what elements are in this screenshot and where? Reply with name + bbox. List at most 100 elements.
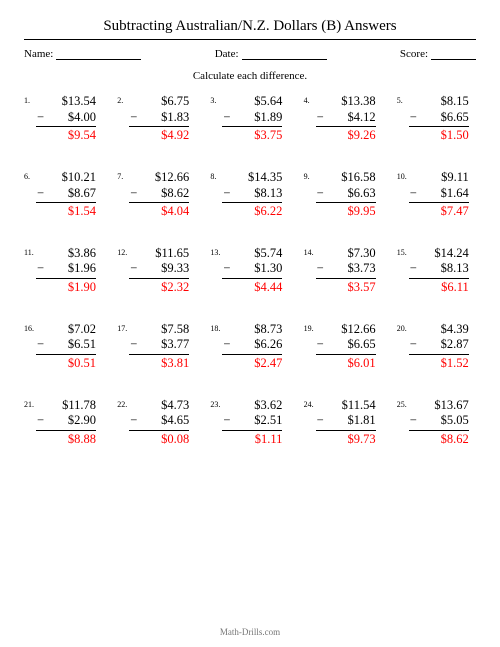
subtrahend: $6.51 [68, 337, 96, 353]
minuend: $14.35 [222, 170, 282, 186]
problem-body: $16.58−$6.63$9.95 [316, 170, 376, 220]
minuend: $13.67 [409, 398, 469, 414]
answer: $2.32 [129, 278, 189, 296]
subtrahend-row: −$1.89 [222, 110, 282, 126]
minus-sign: − [316, 337, 324, 353]
answer: $1.90 [36, 278, 96, 296]
subtrahend: $1.96 [68, 261, 96, 277]
subtrahend: $1.30 [254, 261, 282, 277]
minus-sign: − [409, 261, 417, 277]
minuend: $7.58 [129, 322, 189, 338]
minus-sign: − [316, 186, 324, 202]
answer: $3.75 [222, 126, 282, 144]
answer: $6.11 [409, 278, 469, 296]
minus-sign: − [316, 110, 324, 126]
answer: $1.11 [222, 430, 282, 448]
problem-number: 17. [117, 322, 129, 333]
subtrahend: $4.00 [68, 110, 96, 126]
subtrahend-row: −$1.81 [316, 413, 376, 429]
subtrahend: $1.81 [347, 413, 375, 429]
subtrahend: $8.67 [68, 186, 96, 202]
minuend: $4.39 [409, 322, 469, 338]
minus-sign: − [129, 110, 137, 126]
problem-number: 10. [397, 170, 409, 181]
problem-number: 16. [24, 322, 36, 333]
problem-body: $13.54−$4.00$9.54 [36, 94, 96, 144]
minus-sign: − [36, 186, 44, 202]
minuend: $14.24 [409, 246, 469, 262]
minuend: $9.11 [409, 170, 469, 186]
problem: 25.$13.67−$5.05$8.62 [397, 398, 476, 448]
minuend: $8.15 [409, 94, 469, 110]
minus-sign: − [409, 413, 417, 429]
problem-body: $4.73−$4.65$0.08 [129, 398, 189, 448]
title-rule [24, 39, 476, 40]
subtrahend: $6.65 [347, 337, 375, 353]
minus-sign: − [316, 261, 324, 277]
date-label: Date: [215, 48, 239, 60]
problem-number: 25. [397, 398, 409, 409]
minus-sign: − [222, 186, 230, 202]
minuend: $11.54 [316, 398, 376, 414]
subtrahend: $2.51 [254, 413, 282, 429]
minuend: $8.73 [222, 322, 282, 338]
problem-body: $11.65−$9.33$2.32 [129, 246, 189, 296]
name-field: Name: [24, 48, 141, 60]
problem-body: $10.21−$8.67$1.54 [36, 170, 96, 220]
minus-sign: − [36, 337, 44, 353]
minuend: $11.65 [129, 246, 189, 262]
score-field: Score: [400, 48, 476, 60]
subtrahend-row: − $4.00 [36, 110, 96, 126]
subtrahend: $1.83 [161, 110, 189, 126]
subtrahend: $3.77 [161, 337, 189, 353]
problem: 10.$9.11−$1.64$7.47 [397, 170, 476, 220]
problem: 15.$14.24−$8.13$6.11 [397, 246, 476, 296]
problems-grid: 1.$13.54−$4.00$9.542.$6.75−$1.83$4.923.$… [24, 94, 476, 447]
answer: $4.92 [129, 126, 189, 144]
subtrahend: $8.62 [161, 186, 189, 202]
minus-sign: − [222, 110, 230, 126]
minuend: $3.62 [222, 398, 282, 414]
problem: 2.$6.75−$1.83$4.92 [117, 94, 196, 144]
subtrahend-row: −$6.63 [316, 186, 376, 202]
subtrahend: $2.90 [68, 413, 96, 429]
problem-number: 24. [304, 398, 316, 409]
problem-number: 13. [210, 246, 222, 257]
answer: $2.47 [222, 354, 282, 372]
minuend: $7.30 [316, 246, 376, 262]
subtrahend-row: −$4.65 [129, 413, 189, 429]
problem: 9.$16.58−$6.63$9.95 [304, 170, 383, 220]
problem-body: $14.35−$8.13$6.22 [222, 170, 282, 220]
subtrahend-row: − $8.62 [129, 186, 189, 202]
minuend: $4.73 [129, 398, 189, 414]
meta-row: Name: Date: Score: [24, 48, 476, 60]
problem-body: $3.86−$1.96$1.90 [36, 246, 96, 296]
date-line [242, 49, 327, 60]
minuend: $7.02 [36, 322, 96, 338]
subtrahend-row: −$9.33 [129, 261, 189, 277]
minus-sign: − [36, 110, 44, 126]
minus-sign: − [129, 186, 137, 202]
minuend: $13.54 [36, 94, 96, 110]
minuend: $5.74 [222, 246, 282, 262]
problem: 8.$14.35−$8.13$6.22 [210, 170, 289, 220]
answer: $9.95 [316, 202, 376, 220]
problem: 6.$10.21−$8.67$1.54 [24, 170, 103, 220]
answer: $9.26 [316, 126, 376, 144]
subtrahend-row: −$1.30 [222, 261, 282, 277]
problem-number: 4. [304, 94, 316, 105]
name-line [56, 49, 141, 60]
problem-body: $14.24−$8.13$6.11 [409, 246, 469, 296]
problem-body: $7.30−$3.73$3.57 [316, 246, 376, 296]
subtrahend: $2.87 [441, 337, 469, 353]
problem-number: 21. [24, 398, 36, 409]
problem-body: $4.39−$2.87$1.52 [409, 322, 469, 372]
subtrahend: $6.65 [441, 110, 469, 126]
date-field: Date: [215, 48, 327, 60]
minuend: $11.78 [36, 398, 96, 414]
minuend: $10.21 [36, 170, 96, 186]
answer: $6.01 [316, 354, 376, 372]
problem: 11.$3.86−$1.96$1.90 [24, 246, 103, 296]
score-label: Score: [400, 48, 428, 60]
subtrahend: $6.26 [254, 337, 282, 353]
